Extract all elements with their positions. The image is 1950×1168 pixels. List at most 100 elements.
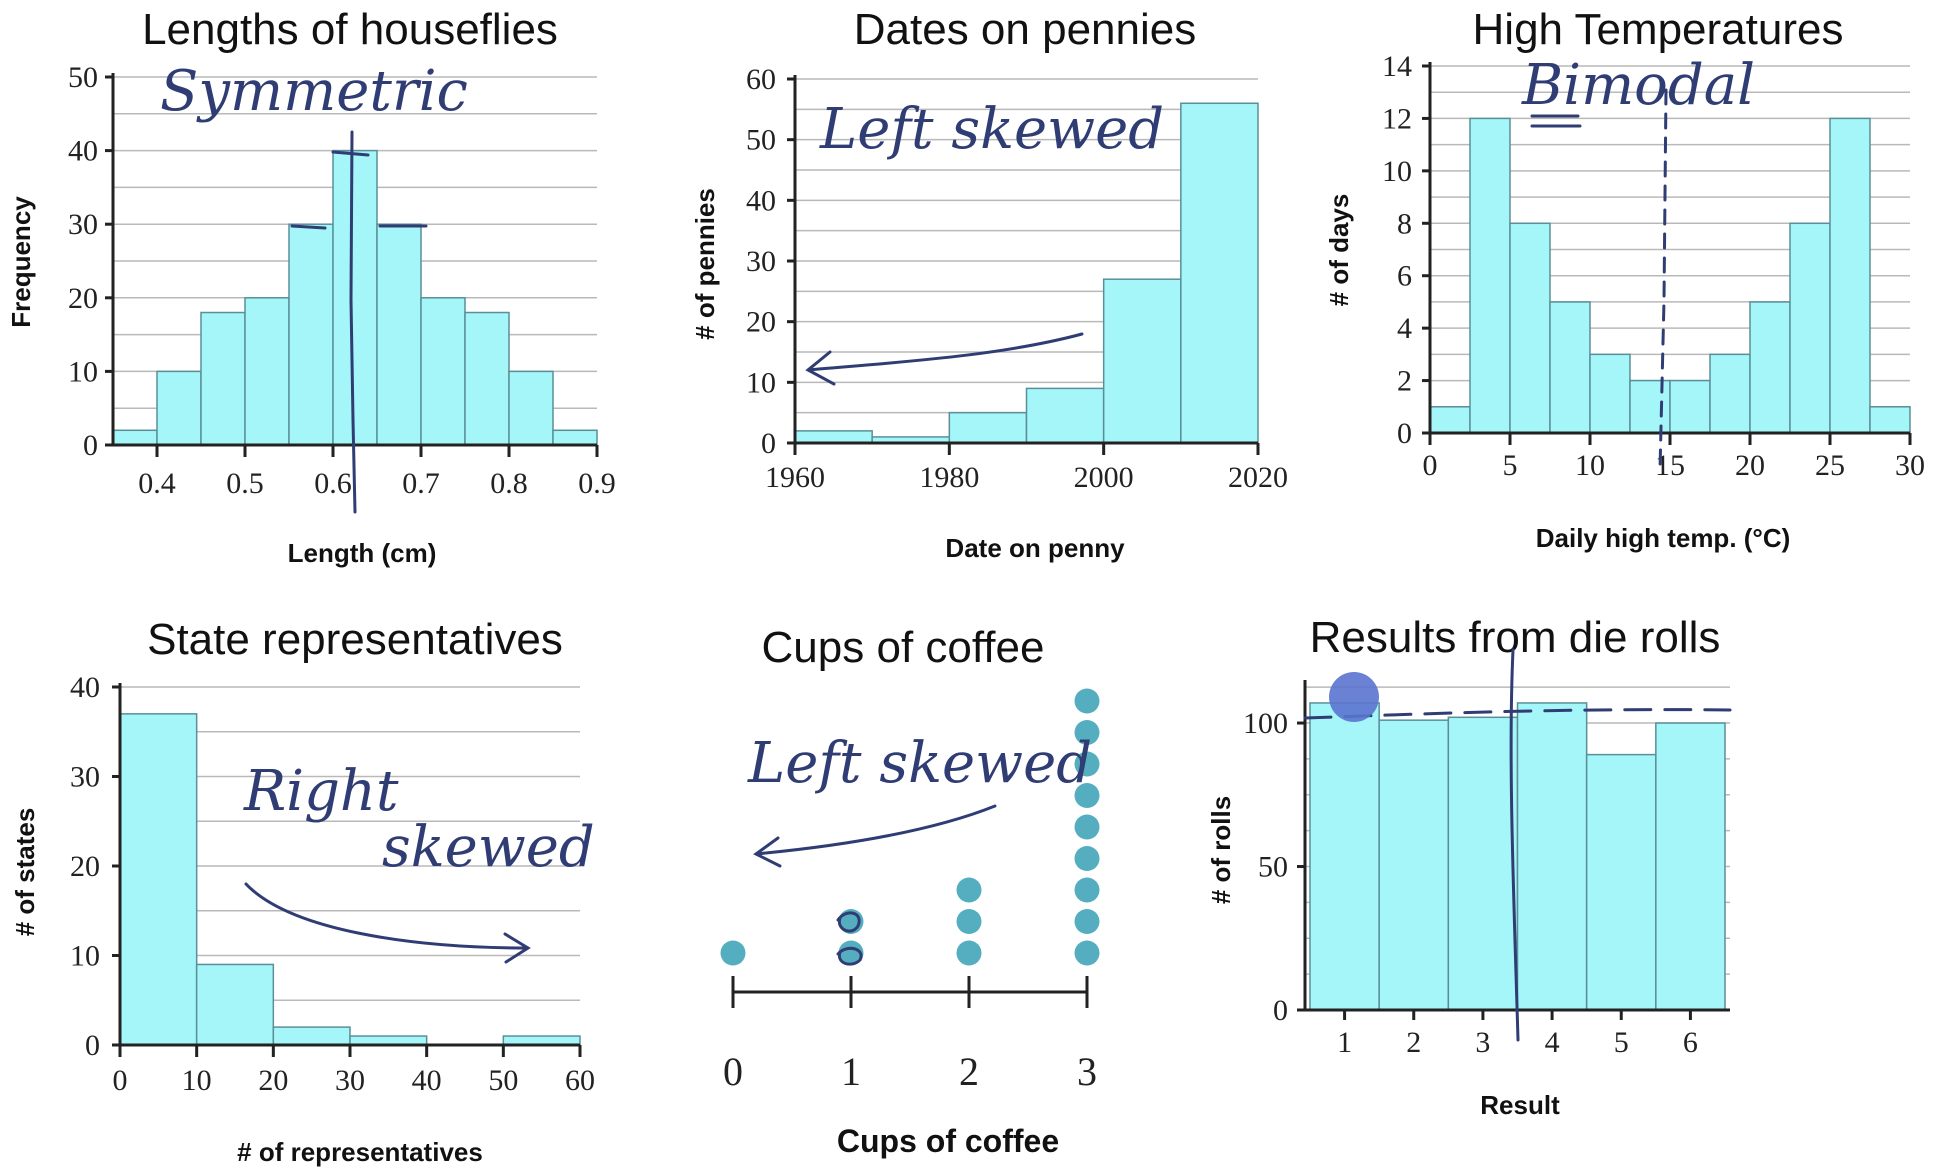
histogram-bar xyxy=(1549,301,1591,434)
y-tick-label: 0 xyxy=(83,429,98,462)
x-tick-label: 20 xyxy=(258,1064,288,1097)
x-tick-label: 6 xyxy=(1683,1026,1698,1059)
chart-title: Cups of coffee xyxy=(762,623,1045,672)
histogram-bar xyxy=(464,311,510,446)
y-tick-label: 40 xyxy=(746,184,776,217)
histogram-bar xyxy=(1585,753,1657,1011)
symmetry-line-ink xyxy=(349,130,357,514)
y-axis-label: # of rolls xyxy=(1206,796,1236,904)
skew-arrow-ink xyxy=(753,804,997,868)
y-tick-label: 10 xyxy=(1382,155,1412,188)
histogram-bar xyxy=(1629,379,1671,434)
y-tick-label: 50 xyxy=(746,124,776,157)
y-tick-label: 12 xyxy=(1382,102,1412,135)
y-tick-label: 20 xyxy=(68,282,98,315)
y-axis-label: # of states xyxy=(10,808,40,937)
x-tick-label: 30 xyxy=(1895,449,1925,482)
chart-title: Lengths of houseflies xyxy=(142,5,558,54)
center-dashed-line-ink xyxy=(1658,88,1668,472)
y-tick-label: 10 xyxy=(68,355,98,388)
x-tick-label: 3 xyxy=(1077,1049,1097,1094)
data-dot xyxy=(1074,688,1100,714)
y-tick-label: 6 xyxy=(1397,260,1412,293)
histogram-bar xyxy=(1829,117,1871,434)
histogram-bar xyxy=(112,429,158,446)
x-tick-label: 40 xyxy=(412,1064,442,1097)
y-axis-label: Frequency xyxy=(6,196,36,328)
data-dot xyxy=(1074,783,1100,808)
histogram-bar xyxy=(1378,719,1450,1011)
histogram-bar xyxy=(1655,722,1726,1011)
histogram-bar xyxy=(376,223,422,446)
y-tick-label: 50 xyxy=(68,61,98,94)
x-axis-label: Result xyxy=(1480,1090,1560,1120)
x-tick-label: 50 xyxy=(488,1064,518,1097)
left-bar-mark-ink xyxy=(290,224,327,230)
skew-arrow-ink xyxy=(244,882,531,964)
x-tick-label: 1980 xyxy=(919,461,979,494)
y-tick-label: 14 xyxy=(1382,50,1412,83)
x-axis-label: Length (cm) xyxy=(288,538,437,568)
y-tick-label: 30 xyxy=(746,245,776,278)
y-tick-label: 4 xyxy=(1397,312,1412,345)
vertical-divider-ink xyxy=(1509,648,1520,1042)
skew-arrow-ink xyxy=(805,332,1084,386)
histogram-bar xyxy=(1025,387,1105,444)
x-tick-label: 0.5 xyxy=(226,467,264,500)
histogram-bar xyxy=(195,963,275,1046)
y-tick-label: 30 xyxy=(70,761,100,794)
y-tick-label: 0 xyxy=(85,1029,100,1062)
x-tick-label: 0.9 xyxy=(578,467,616,500)
x-tick-label: 3 xyxy=(1475,1026,1490,1059)
histogram-bar xyxy=(1789,222,1831,434)
handwritten-annotation-line1: Right xyxy=(243,759,399,824)
data-dot xyxy=(1074,720,1100,745)
handwritten-annotation: Bimodal xyxy=(1521,53,1755,118)
y-tick-label: 0 xyxy=(761,427,776,460)
histogram-bar xyxy=(244,297,290,446)
y-tick-label: 60 xyxy=(746,63,776,96)
data-dot xyxy=(956,909,982,934)
histogram-bar xyxy=(1180,102,1259,444)
x-tick-label: 0 xyxy=(113,1064,128,1097)
handwritten-annotation: Left skewed xyxy=(747,731,1092,796)
x-axis-label: # of representatives xyxy=(237,1137,483,1167)
histogram-bar xyxy=(332,149,378,446)
y-tick-label: 100 xyxy=(1243,707,1288,740)
x-tick-label: 25 xyxy=(1815,449,1845,482)
plot-area: 1 2 3 4 5 6 0 50 100 xyxy=(1243,680,1730,1059)
y-tick-label: 10 xyxy=(746,366,776,399)
plot-area: 0 10 20 30 40 50 60 1960 1980 2000 2020 xyxy=(746,63,1288,494)
plot-area: 0 10 20 30 40 50 0.4 0.5 0.6 0.7 0.8 0.9 xyxy=(68,61,616,500)
plot-area: 0 10 20 30 40 0 10 20 30 40 50 60 xyxy=(70,671,595,1097)
histogram-bar xyxy=(1429,406,1471,434)
x-axis-label: Date on penny xyxy=(945,533,1125,563)
circled-dots-ink xyxy=(836,911,863,966)
x-tick-label: 20 xyxy=(1735,449,1765,482)
data-dot xyxy=(838,940,864,966)
chart-title: Results from die rolls xyxy=(1310,613,1721,662)
y-tick-label: 10 xyxy=(70,940,100,973)
handwritten-annotation-line2: skewed xyxy=(382,815,595,880)
y-tick-label: 0 xyxy=(1397,417,1412,450)
x-tick-label: 0.7 xyxy=(402,467,440,500)
data-dot xyxy=(720,940,746,966)
chart-title: State representatives xyxy=(147,615,563,664)
chart-pennies: Dates on pennies 0 10 20 30 40 50 60 1960 1980 20… xyxy=(690,5,1288,563)
x-tick-label: 0.4 xyxy=(138,467,176,500)
histogram-bar xyxy=(200,311,246,446)
x-tick-label: 4 xyxy=(1545,1026,1560,1059)
y-tick-label: 2 xyxy=(1397,365,1412,398)
data-dot xyxy=(1074,814,1100,840)
x-tick-label: 1 xyxy=(1337,1026,1352,1059)
x-axis-label: Daily high temp. (°C) xyxy=(1536,523,1791,553)
histogram-bar xyxy=(1749,301,1791,434)
data-dot xyxy=(956,940,982,966)
y-axis-label: # of days xyxy=(1324,194,1354,307)
histogram-bar xyxy=(1669,379,1711,434)
histogram-bar xyxy=(1447,716,1519,1011)
underline-ink xyxy=(1530,114,1582,128)
